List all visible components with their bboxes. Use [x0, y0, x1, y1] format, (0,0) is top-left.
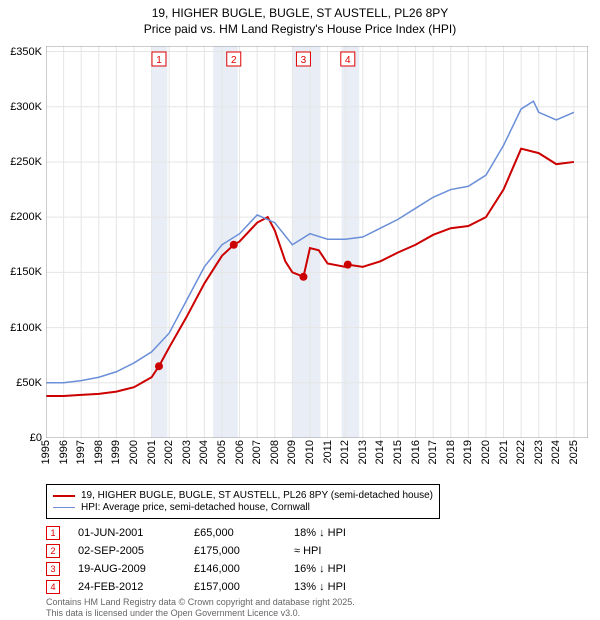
- y-tick-label: £350K: [10, 46, 42, 58]
- sale-price: £175,000: [194, 545, 294, 557]
- legend-row: 19, HIGHER BUGLE, BUGLE, ST AUSTELL, PL2…: [53, 490, 433, 501]
- x-tick-label: 1997: [75, 440, 87, 464]
- sale-price: £157,000: [194, 581, 294, 593]
- x-tick-label: 2013: [357, 440, 369, 464]
- title-line2: Price paid vs. HM Land Registry's House …: [0, 22, 600, 38]
- plot-svg: 1 2 3 4: [46, 46, 588, 438]
- y-tick-label: £300K: [10, 101, 42, 113]
- y-axis: £0£50K£100K£150K£200K£250K£300K£350K: [0, 46, 44, 438]
- y-tick-label: £250K: [10, 156, 42, 168]
- x-tick-label: 2010: [304, 440, 316, 464]
- sale-row: 1 01-JUN-2001£65,00018% ↓ HPI: [46, 524, 394, 542]
- x-tick-label: 2002: [163, 440, 175, 464]
- x-tick-label: 2007: [251, 440, 263, 464]
- sale-date: 02-SEP-2005: [78, 545, 194, 557]
- sale-diff: 16% ↓ HPI: [294, 563, 394, 575]
- x-tick-label: 2017: [427, 440, 439, 464]
- sale-row: 4 24-FEB-2012£157,00013% ↓ HPI: [46, 578, 394, 596]
- sale-diff: 18% ↓ HPI: [294, 527, 394, 539]
- y-tick-label: £150K: [10, 266, 42, 278]
- svg-text:2: 2: [231, 55, 237, 66]
- sale-date: 19-AUG-2009: [78, 563, 194, 575]
- y-tick-label: £200K: [10, 211, 42, 223]
- legend: 19, HIGHER BUGLE, BUGLE, ST AUSTELL, PL2…: [46, 484, 440, 519]
- sale-date: 01-JUN-2001: [78, 527, 194, 539]
- x-tick-label: 2008: [269, 440, 281, 464]
- legend-row: HPI: Average price, semi-detached house,…: [53, 502, 433, 513]
- sale-diff: 13% ↓ HPI: [294, 581, 394, 593]
- x-tick-label: 2012: [339, 440, 351, 464]
- sale-row: 3 19-AUG-2009£146,00016% ↓ HPI: [46, 560, 394, 578]
- x-tick-label: 2023: [533, 440, 545, 464]
- svg-text:1: 1: [156, 55, 162, 66]
- sale-marker-icon: 1: [46, 526, 60, 540]
- y-tick-label: £100K: [10, 322, 42, 334]
- x-tick-label: 2021: [498, 440, 510, 464]
- x-tick-label: 2005: [216, 440, 228, 464]
- sales-table: 1 01-JUN-2001£65,00018% ↓ HPI 2 02-SEP-2005…: [46, 524, 394, 596]
- x-axis: 1995199619971998199920002001200220032004…: [46, 440, 588, 484]
- x-tick-label: 2015: [392, 440, 404, 464]
- x-tick-label: 1995: [40, 440, 52, 464]
- legend-label: HPI: Average price, semi-detached house,…: [81, 502, 310, 513]
- footer-line2: This data is licensed under the Open Gov…: [46, 608, 355, 619]
- footer: Contains HM Land Registry data © Crown c…: [46, 597, 355, 619]
- x-tick-label: 1996: [58, 440, 70, 464]
- svg-text:4: 4: [345, 55, 351, 66]
- sale-row: 2 02-SEP-2005£175,000≈ HPI: [46, 542, 394, 560]
- x-tick-label: 2003: [181, 440, 193, 464]
- x-tick-label: 2024: [550, 440, 562, 464]
- sale-marker-icon: 3: [46, 562, 60, 576]
- x-tick-label: 2022: [515, 440, 527, 464]
- sale-marker-icon: 2: [46, 544, 60, 558]
- sale-marker-icon: 4: [46, 580, 60, 594]
- x-tick-label: 1998: [93, 440, 105, 464]
- x-tick-label: 2006: [234, 440, 246, 464]
- legend-label: 19, HIGHER BUGLE, BUGLE, ST AUSTELL, PL2…: [81, 490, 433, 501]
- sale-price: £65,000: [194, 527, 294, 539]
- x-tick-label: 2011: [322, 440, 334, 464]
- x-tick-label: 2016: [410, 440, 422, 464]
- x-tick-label: 2004: [198, 440, 210, 464]
- x-tick-label: 2009: [286, 440, 298, 464]
- legend-swatch: [53, 507, 75, 508]
- x-tick-label: 2019: [462, 440, 474, 464]
- footer-line1: Contains HM Land Registry data © Crown c…: [46, 597, 355, 608]
- x-tick-label: 1999: [110, 440, 122, 464]
- x-tick-label: 2020: [480, 440, 492, 464]
- x-tick-label: 2000: [128, 440, 140, 464]
- chart: 1 2 3 4: [46, 46, 588, 438]
- sale-date: 24-FEB-2012: [78, 581, 194, 593]
- x-tick-label: 2025: [568, 440, 580, 464]
- x-tick-label: 2001: [146, 440, 158, 464]
- y-tick-label: £50K: [16, 377, 42, 389]
- x-tick-label: 2018: [445, 440, 457, 464]
- x-tick-label: 2014: [374, 440, 386, 464]
- sale-price: £146,000: [194, 563, 294, 575]
- sale-diff: ≈ HPI: [294, 545, 394, 557]
- svg-text:3: 3: [301, 55, 307, 66]
- title-line1: 19, HIGHER BUGLE, BUGLE, ST AUSTELL, PL2…: [0, 6, 600, 22]
- legend-swatch: [53, 495, 75, 497]
